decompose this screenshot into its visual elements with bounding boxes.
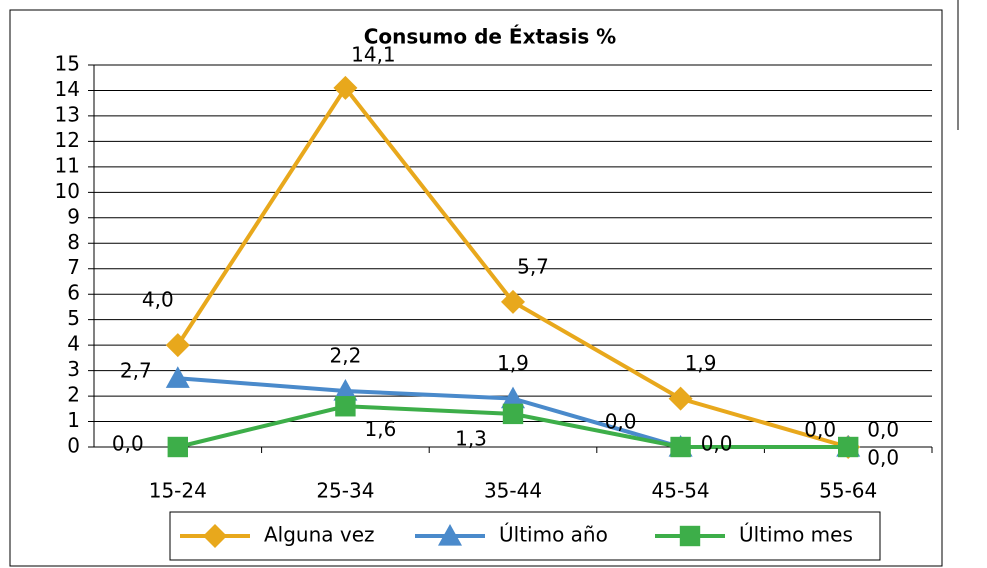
y-tick-label: 4 — [67, 332, 80, 356]
value-label: 14,1 — [351, 42, 396, 66]
legend-label: Alguna vez — [264, 523, 375, 547]
value-label: 1,9 — [497, 351, 529, 375]
x-tick-label: 35-44 — [484, 479, 542, 503]
marker — [501, 289, 525, 314]
value-label: 1,3 — [455, 426, 487, 450]
y-tick-label: 12 — [55, 128, 80, 152]
marker — [502, 403, 524, 425]
value-label: 0,0 — [804, 418, 836, 442]
marker — [165, 333, 190, 358]
chart-title: Consumo de Éxtasis % — [364, 25, 616, 49]
marker — [203, 524, 227, 548]
marker — [167, 436, 188, 458]
y-tick-label: 9 — [67, 204, 80, 228]
legend-box — [169, 511, 881, 561]
value-label: 0,0 — [867, 446, 899, 470]
y-tick-label: 15 — [55, 52, 80, 76]
value-label: 2,7 — [120, 359, 152, 383]
y-tick-label: 2 — [67, 383, 80, 407]
marker — [165, 366, 190, 388]
x-tick-label: 45-54 — [652, 479, 710, 503]
y-tick-label: 8 — [67, 230, 80, 254]
y-tick-label: 3 — [67, 357, 80, 381]
value-label: 0,0 — [605, 410, 637, 434]
marker — [838, 436, 859, 458]
y-tick-label: 13 — [55, 102, 80, 126]
value-label: 2,2 — [329, 343, 361, 367]
y-tick-label: 14 — [55, 77, 80, 101]
y-tick-label: 5 — [67, 306, 80, 330]
marker — [679, 525, 701, 547]
marker — [335, 396, 356, 417]
y-tick-label: 7 — [67, 255, 80, 279]
legend-label: Último año — [499, 523, 608, 547]
y-tick-label: 6 — [67, 281, 80, 305]
marker — [501, 386, 525, 409]
chart-frame — [9, 9, 943, 567]
value-label: 1,9 — [685, 351, 717, 375]
legend-label: Último mes — [739, 523, 853, 547]
y-tick-label: 10 — [55, 179, 80, 203]
x-tick-label: 55-64 — [819, 479, 877, 503]
x-tick-label: 25-34 — [316, 479, 374, 503]
y-tick-label: 11 — [55, 153, 80, 177]
value-label: 0,0 — [112, 432, 144, 456]
marker — [668, 386, 693, 411]
marker — [438, 524, 462, 546]
y-tick-label: 1 — [67, 408, 80, 432]
marker — [333, 75, 358, 100]
value-label: 0,0 — [867, 418, 899, 442]
y-tick-label: 0 — [67, 434, 80, 458]
value-label: 1,6 — [364, 417, 396, 441]
x-tick-label: 15-24 — [149, 479, 207, 503]
value-label: 0,0 — [701, 432, 733, 456]
marker — [670, 436, 691, 458]
value-label: 5,7 — [517, 254, 549, 278]
value-label: 4,0 — [142, 288, 174, 312]
marker — [333, 378, 358, 401]
